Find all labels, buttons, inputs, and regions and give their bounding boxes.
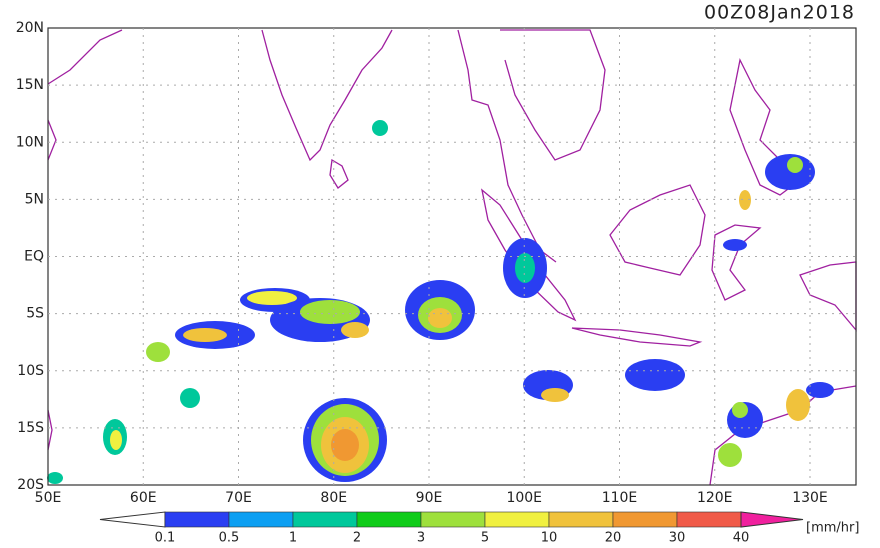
lon-label: 130E (792, 490, 828, 506)
rain-areas (47, 120, 834, 484)
colorbar-label: 0.1 (155, 531, 176, 545)
colorbar-segment (420, 511, 486, 528)
colorbar-high-arrow (740, 511, 804, 528)
lon-label: 70E (225, 490, 252, 506)
colorbar-label: 10 (541, 531, 558, 545)
colorbar-segment (484, 511, 550, 528)
colorbar-label: 30 (669, 531, 686, 545)
colorbar-label: 3 (417, 531, 425, 545)
colorbar-label: 5 (481, 531, 489, 545)
lat-label: 5N (25, 191, 44, 207)
colorbar-label: 2 (353, 531, 361, 545)
lon-label: 80E (320, 490, 347, 506)
colorbar-label: 1 (289, 531, 297, 545)
lon-label: 120E (697, 490, 733, 506)
lat-label: EQ (24, 249, 44, 265)
lon-label: 100E (506, 490, 542, 506)
lon-label: 110E (602, 490, 638, 506)
colorbar-label: 20 (605, 531, 622, 545)
colorbar-segment (228, 511, 294, 528)
colorbar-segment (676, 511, 742, 528)
colorbar-segment (612, 511, 678, 528)
colorbar-label: 0.5 (219, 531, 240, 545)
lon-label: 90E (416, 490, 443, 506)
lat-label: 20N (16, 20, 44, 36)
lat-label: 15N (16, 77, 44, 93)
lon-label: 50E (35, 490, 62, 506)
colorbar-low-arrow (99, 511, 166, 528)
colorbar-unit: [mm/hr] (806, 521, 859, 536)
colorbar-label: 40 (733, 531, 750, 545)
lat-label: 10S (17, 363, 44, 379)
colorbar-segment (292, 511, 358, 528)
lon-label: 60E (130, 490, 157, 506)
lat-label: 5S (26, 306, 44, 322)
lat-label: 10N (16, 134, 44, 150)
lat-label: 20S (17, 477, 44, 493)
colorbar-segment (356, 511, 422, 528)
lat-label: 15S (17, 420, 44, 436)
colorbar: 0.1 0.5 1 2 3 5 10 20 30 40 [mm/hr] (99, 511, 859, 546)
colorbar-segment (164, 511, 230, 528)
colorbar-segment (548, 511, 614, 528)
map-title: 00Z08Jan2018 (704, 2, 855, 24)
